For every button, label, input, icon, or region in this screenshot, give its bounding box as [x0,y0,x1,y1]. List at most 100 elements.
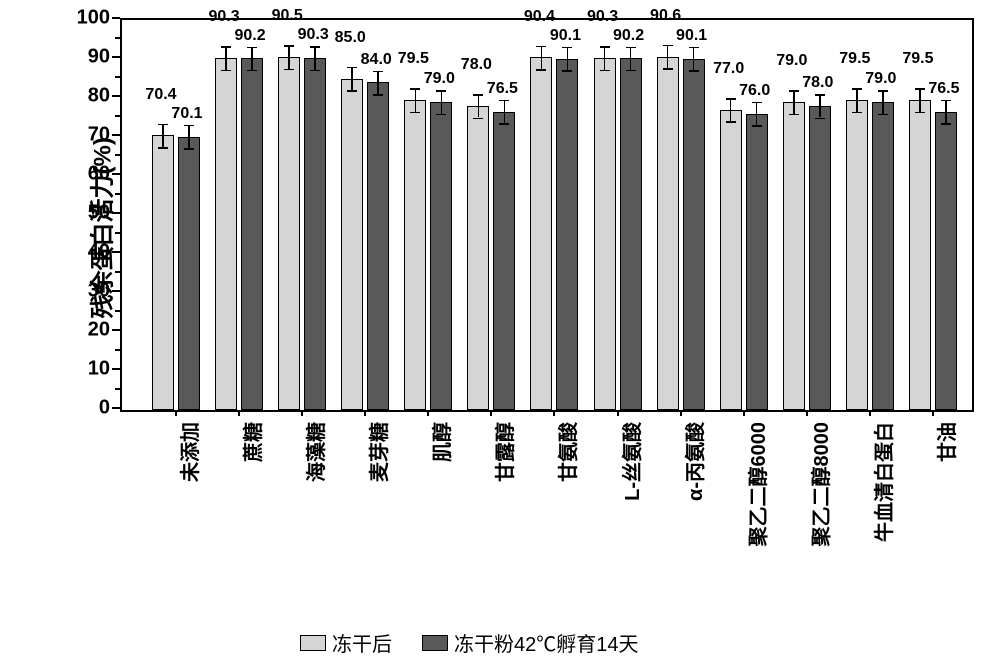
ytick-label: 100 [77,7,110,30]
category-label: 甘油 [931,422,960,462]
ytick-mark [112,251,120,253]
ytick-mark [115,154,120,156]
error-cap [752,125,762,127]
error-cap [562,47,572,49]
error-bar [504,100,506,123]
bar [241,58,263,410]
bar [467,106,489,410]
ytick-mark [115,388,120,390]
bar-value-label: 90.2 [613,27,644,45]
error-cap [347,90,357,92]
error-cap [184,125,194,127]
bar [304,58,326,410]
error-cap [752,102,762,104]
error-cap [284,69,294,71]
category-label: 蔗糖 [237,422,266,462]
error-cap [284,45,294,47]
error-cap [852,112,862,114]
legend-item: 冻干粉42℃孵育14天 [422,628,639,657]
error-cap [410,88,420,90]
bar-value-label: 90.6 [650,7,681,25]
bar [909,100,931,410]
error-bar [756,102,758,125]
category-label: α-丙氨酸 [679,422,708,501]
category-label: 聚乙二醇6000 [742,422,771,547]
error-bar [819,94,821,117]
error-cap [562,70,572,72]
bar [872,102,894,410]
error-cap [852,88,862,90]
ytick-label: 60 [88,163,110,186]
ytick-mark [115,115,120,117]
category-label: 甘氨酸 [552,422,581,482]
bar-value-label: 90.3 [587,8,618,26]
legend-label: 冻干粉42℃孵育14天 [454,628,639,657]
error-bar [856,88,858,111]
bar-value-label: 90.1 [550,27,581,45]
bar [683,59,705,410]
ytick-mark [115,37,120,39]
xtick-mark [743,410,745,416]
error-cap [815,118,825,120]
bar [430,102,452,410]
chart-legend: 冻干后冻干粉42℃孵育14天 [300,628,639,657]
error-bar [377,71,379,94]
bar-value-label: 76.5 [487,80,518,98]
error-cap [726,121,736,123]
ytick-mark [112,368,120,370]
error-bar [415,88,417,111]
error-cap [726,98,736,100]
bar [720,110,742,410]
ytick-mark [112,329,120,331]
error-cap [473,94,483,96]
ytick-mark [112,407,120,409]
error-cap [184,148,194,150]
error-cap [373,71,383,73]
error-cap [410,112,420,114]
bar-value-label: 79.5 [839,50,870,68]
error-cap [663,68,673,70]
bar [215,58,237,410]
bar-value-label: 90.1 [676,27,707,45]
error-cap [626,47,636,49]
bar [493,112,515,410]
bar-value-label: 90.2 [234,27,265,45]
error-cap [499,100,509,102]
ytick-label: 70 [88,124,110,147]
bar [178,137,200,410]
bar-value-label: 78.0 [802,74,833,92]
category-label: L-丝氨酸 [616,422,645,501]
bar-value-label: 70.4 [145,86,176,104]
bar [746,114,768,410]
error-bar [251,47,253,70]
category-label: 未添加 [174,422,203,482]
error-bar [630,47,632,70]
error-cap [878,90,888,92]
error-cap [789,90,799,92]
error-cap [436,90,446,92]
chart-plot-area [120,18,974,412]
bar [404,100,426,410]
error-cap [815,94,825,96]
legend-swatch [300,635,326,651]
error-bar [478,94,480,117]
category-label: 海藻糖 [300,422,329,482]
error-cap [536,69,546,71]
error-cap [473,118,483,120]
error-bar [882,90,884,113]
error-bar [667,45,669,68]
bar [367,82,389,410]
ytick-label: 50 [88,202,110,225]
error-cap [626,70,636,72]
ytick-mark [115,271,120,273]
bar [809,106,831,410]
xtick-mark [932,410,934,416]
bar-value-label: 84.0 [361,51,392,69]
ytick-mark [112,56,120,58]
error-bar [314,46,316,69]
error-cap [600,70,610,72]
error-bar [604,46,606,69]
error-cap [689,70,699,72]
error-cap [247,47,257,49]
error-bar [225,46,227,69]
